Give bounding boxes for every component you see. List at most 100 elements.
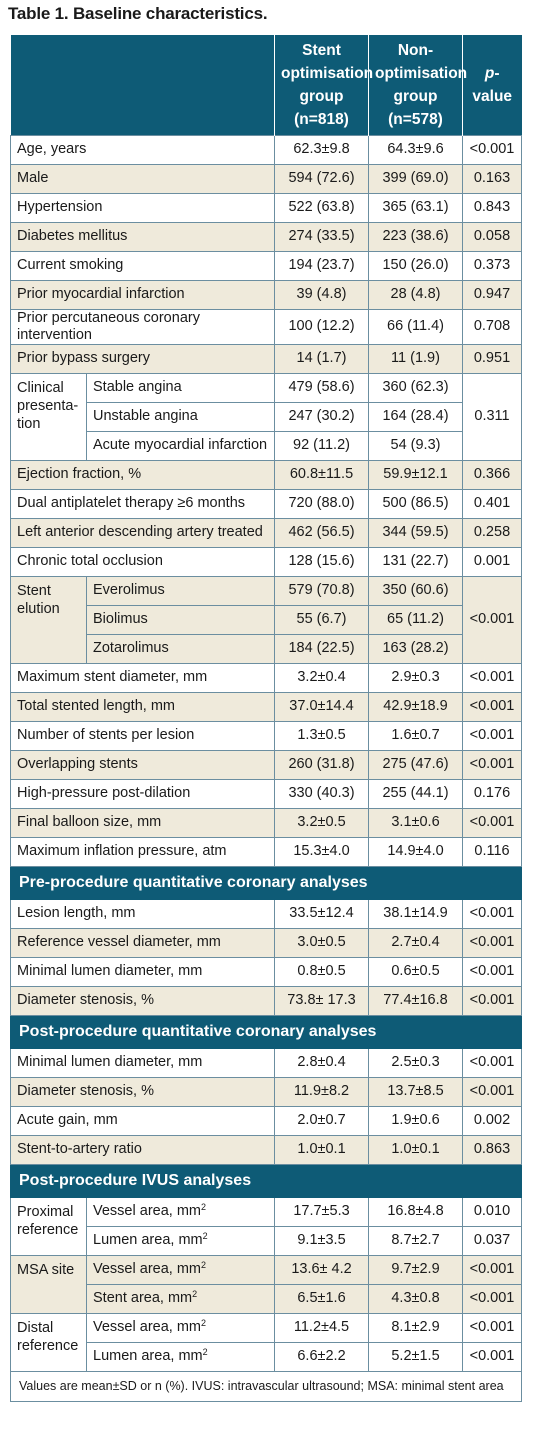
row-label: Hypertension bbox=[10, 192, 275, 223]
non-optimisation-value: 1.6±0.7 bbox=[368, 720, 463, 751]
non-optimisation-value: 164 (28.4) bbox=[368, 401, 463, 432]
p-value: 0.001 bbox=[462, 546, 522, 577]
row-label: Stable angina bbox=[86, 372, 275, 403]
p-value: <0.001 bbox=[462, 1076, 522, 1107]
table-row: Stent-to-artery ratio 1.0±0.1 1.0±0.1 0.863 bbox=[10, 1134, 522, 1165]
p-value: 0.366 bbox=[462, 459, 522, 490]
table-body: Age, years 62.3±9.8 64.3±9.6 <0.001 Male 594 … bbox=[10, 134, 522, 1402]
non-optimisation-value: 399 (69.0) bbox=[368, 163, 463, 194]
non-optimisation-value: 38.1±14.9 bbox=[368, 898, 463, 929]
section-row: Pre-procedure quantitative coronary anal… bbox=[10, 865, 522, 900]
stent-value: 37.0±14.4 bbox=[274, 691, 369, 722]
stent-value: 2.8±0.4 bbox=[274, 1047, 369, 1078]
stent-value: 479 (58.6) bbox=[274, 372, 369, 403]
non-optimisation-value: 2.7±0.4 bbox=[368, 927, 463, 958]
table-row: Lesion length, mm 33.5±12.4 38.1±14.9 <0.00… bbox=[10, 898, 522, 929]
non-optimisation-value: 11 (1.9) bbox=[368, 343, 463, 374]
stent-value: 6.6±2.2 bbox=[274, 1341, 369, 1372]
table-row: MSA site Vessel area, mm2 13.6± 4.2 9.7±2.9… bbox=[10, 1254, 522, 1314]
table-row: Lumen area, mm2 6.6±2.2 5.2±1.5 <0.001 bbox=[11, 1341, 522, 1372]
p-value: 0.311 bbox=[462, 372, 522, 461]
stent-value: 260 (31.8) bbox=[274, 749, 369, 780]
non-optimisation-value: 64.3±9.6 bbox=[368, 134, 463, 165]
row-label: Lesion length, mm bbox=[10, 898, 275, 929]
row-label: Minimal lumen diameter, mm bbox=[10, 956, 275, 987]
table-row: Current smoking 194 (23.7) 150 (26.0) 0.373 bbox=[10, 250, 522, 281]
group-label: Proximal reference bbox=[10, 1196, 87, 1256]
non-optimisation-value: 77.4±16.8 bbox=[368, 985, 463, 1016]
p-value: <0.001 bbox=[462, 898, 522, 929]
non-optimisation-value: 150 (26.0) bbox=[368, 250, 463, 281]
p-value: 0.010 bbox=[462, 1196, 522, 1227]
table-header-row: Stent optimisation group (n=818) Non-optimi… bbox=[10, 35, 522, 135]
table-row: Overlapping stents 260 (31.8) 275 (47.6) <0… bbox=[10, 749, 522, 780]
row-label-text: Vessel area, mm bbox=[93, 1203, 201, 1219]
non-optimisation-value: 4.3±0.8 bbox=[368, 1283, 463, 1314]
non-optimisation-value: 360 (62.3) bbox=[368, 372, 463, 403]
table-row: Prior myocardial infarction 39 (4.8) 28 (4… bbox=[10, 279, 522, 310]
table-row: Prior bypass surgery 14 (1.7) 11 (1.9) 0.95… bbox=[10, 343, 522, 374]
stent-value: 15.3±4.0 bbox=[274, 836, 369, 867]
p-value: 0.951 bbox=[462, 343, 522, 374]
p-value: <0.001 bbox=[462, 575, 522, 664]
row-label: Diameter stenosis, % bbox=[10, 1076, 275, 1107]
table-row: Stent elution Everolimus 579 (70.8) 350 (60.… bbox=[10, 575, 522, 664]
row-label-text: Lumen area, mm bbox=[93, 1232, 203, 1248]
row-label: Biolimus bbox=[86, 604, 275, 635]
p-value: 0.373 bbox=[462, 250, 522, 281]
table-row: Total stented length, mm 37.0±14.4 42.9±18… bbox=[10, 691, 522, 722]
non-optimisation-value: 3.1±0.6 bbox=[368, 807, 463, 838]
stent-value: 62.3±9.8 bbox=[274, 134, 369, 165]
stent-value: 247 (30.2) bbox=[274, 401, 369, 432]
non-optimisation-value: 163 (28.2) bbox=[368, 633, 463, 664]
p-value: <0.001 bbox=[462, 927, 522, 958]
row-label: High-pressure post-dilation bbox=[10, 778, 275, 809]
row-label: Number of stents per lesion bbox=[10, 720, 275, 751]
p-value: <0.001 bbox=[462, 807, 522, 838]
row-label: Overlapping stents bbox=[10, 749, 275, 780]
non-optimisation-value: 59.9±12.1 bbox=[368, 459, 463, 490]
stent-value: 522 (63.8) bbox=[274, 192, 369, 223]
non-optimisation-value: 2.5±0.3 bbox=[368, 1047, 463, 1078]
row-label: Prior myocardial infarction bbox=[10, 279, 275, 310]
stent-value: 73.8± 17.3 bbox=[274, 985, 369, 1016]
stent-value: 11.2±4.5 bbox=[274, 1312, 369, 1343]
non-optimisation-value: 9.7±2.9 bbox=[368, 1254, 463, 1285]
unit-superscript: 2 bbox=[201, 1260, 207, 1270]
header-stent-optimisation: Stent optimisation group (n=818) bbox=[274, 35, 373, 135]
p-value: <0.001 bbox=[462, 1283, 522, 1314]
group-label-line: presenta- bbox=[17, 397, 79, 414]
row-label: Zotarolimus bbox=[86, 633, 275, 664]
non-optimisation-value: 1.0±0.1 bbox=[368, 1134, 463, 1165]
row-label: Current smoking bbox=[10, 250, 275, 281]
row-label: Prior bypass surgery bbox=[10, 343, 275, 374]
table-row: Reference vessel diameter, mm 3.0±0.5 2.7±… bbox=[10, 927, 522, 958]
unit-superscript: 2 bbox=[201, 1202, 207, 1212]
p-value: 0.843 bbox=[462, 192, 522, 223]
table-row: Stent area, mm2 6.5±1.6 4.3±0.8 <0.001 bbox=[11, 1283, 522, 1314]
table-row: Minimal lumen diameter, mm 0.8±0.5 0.6±0.5… bbox=[10, 956, 522, 987]
p-value: <0.001 bbox=[462, 1312, 522, 1343]
row-label-text: Stent area, mm bbox=[93, 1290, 193, 1306]
p-value: <0.001 bbox=[462, 1047, 522, 1078]
row-label: Left anterior descending artery treated bbox=[10, 517, 275, 548]
row-label: Vessel area, mm2 bbox=[86, 1312, 275, 1343]
non-optimisation-value: 275 (47.6) bbox=[368, 749, 463, 780]
group-label-line: Stent bbox=[17, 582, 51, 599]
section-ivus: Post-procedure IVUS analyses bbox=[10, 1163, 522, 1198]
p-value: <0.001 bbox=[462, 1254, 522, 1285]
group-label: Distal reference bbox=[10, 1312, 87, 1372]
stent-value: 6.5±1.6 bbox=[274, 1283, 369, 1314]
non-optimisation-value: 16.8±4.8 bbox=[368, 1196, 463, 1227]
table-row: High-pressure post-dilation 330 (40.3) 255… bbox=[10, 778, 522, 809]
table-row: Unstable angina 247 (30.2) 164 (28.4) bbox=[11, 401, 522, 432]
non-optimisation-value: 2.9±0.3 bbox=[368, 662, 463, 693]
stent-value: 9.1±3.5 bbox=[274, 1225, 369, 1256]
row-label: Maximum stent diameter, mm bbox=[10, 662, 275, 693]
stent-value: 462 (56.5) bbox=[274, 517, 369, 548]
section-post-procedure: Post-procedure quantitative coronary ana… bbox=[10, 1014, 522, 1049]
p-value: <0.001 bbox=[462, 662, 522, 693]
group-label-line: tion bbox=[17, 415, 41, 432]
group-label: Stent elution bbox=[10, 575, 87, 664]
p-value: 0.863 bbox=[462, 1134, 522, 1165]
